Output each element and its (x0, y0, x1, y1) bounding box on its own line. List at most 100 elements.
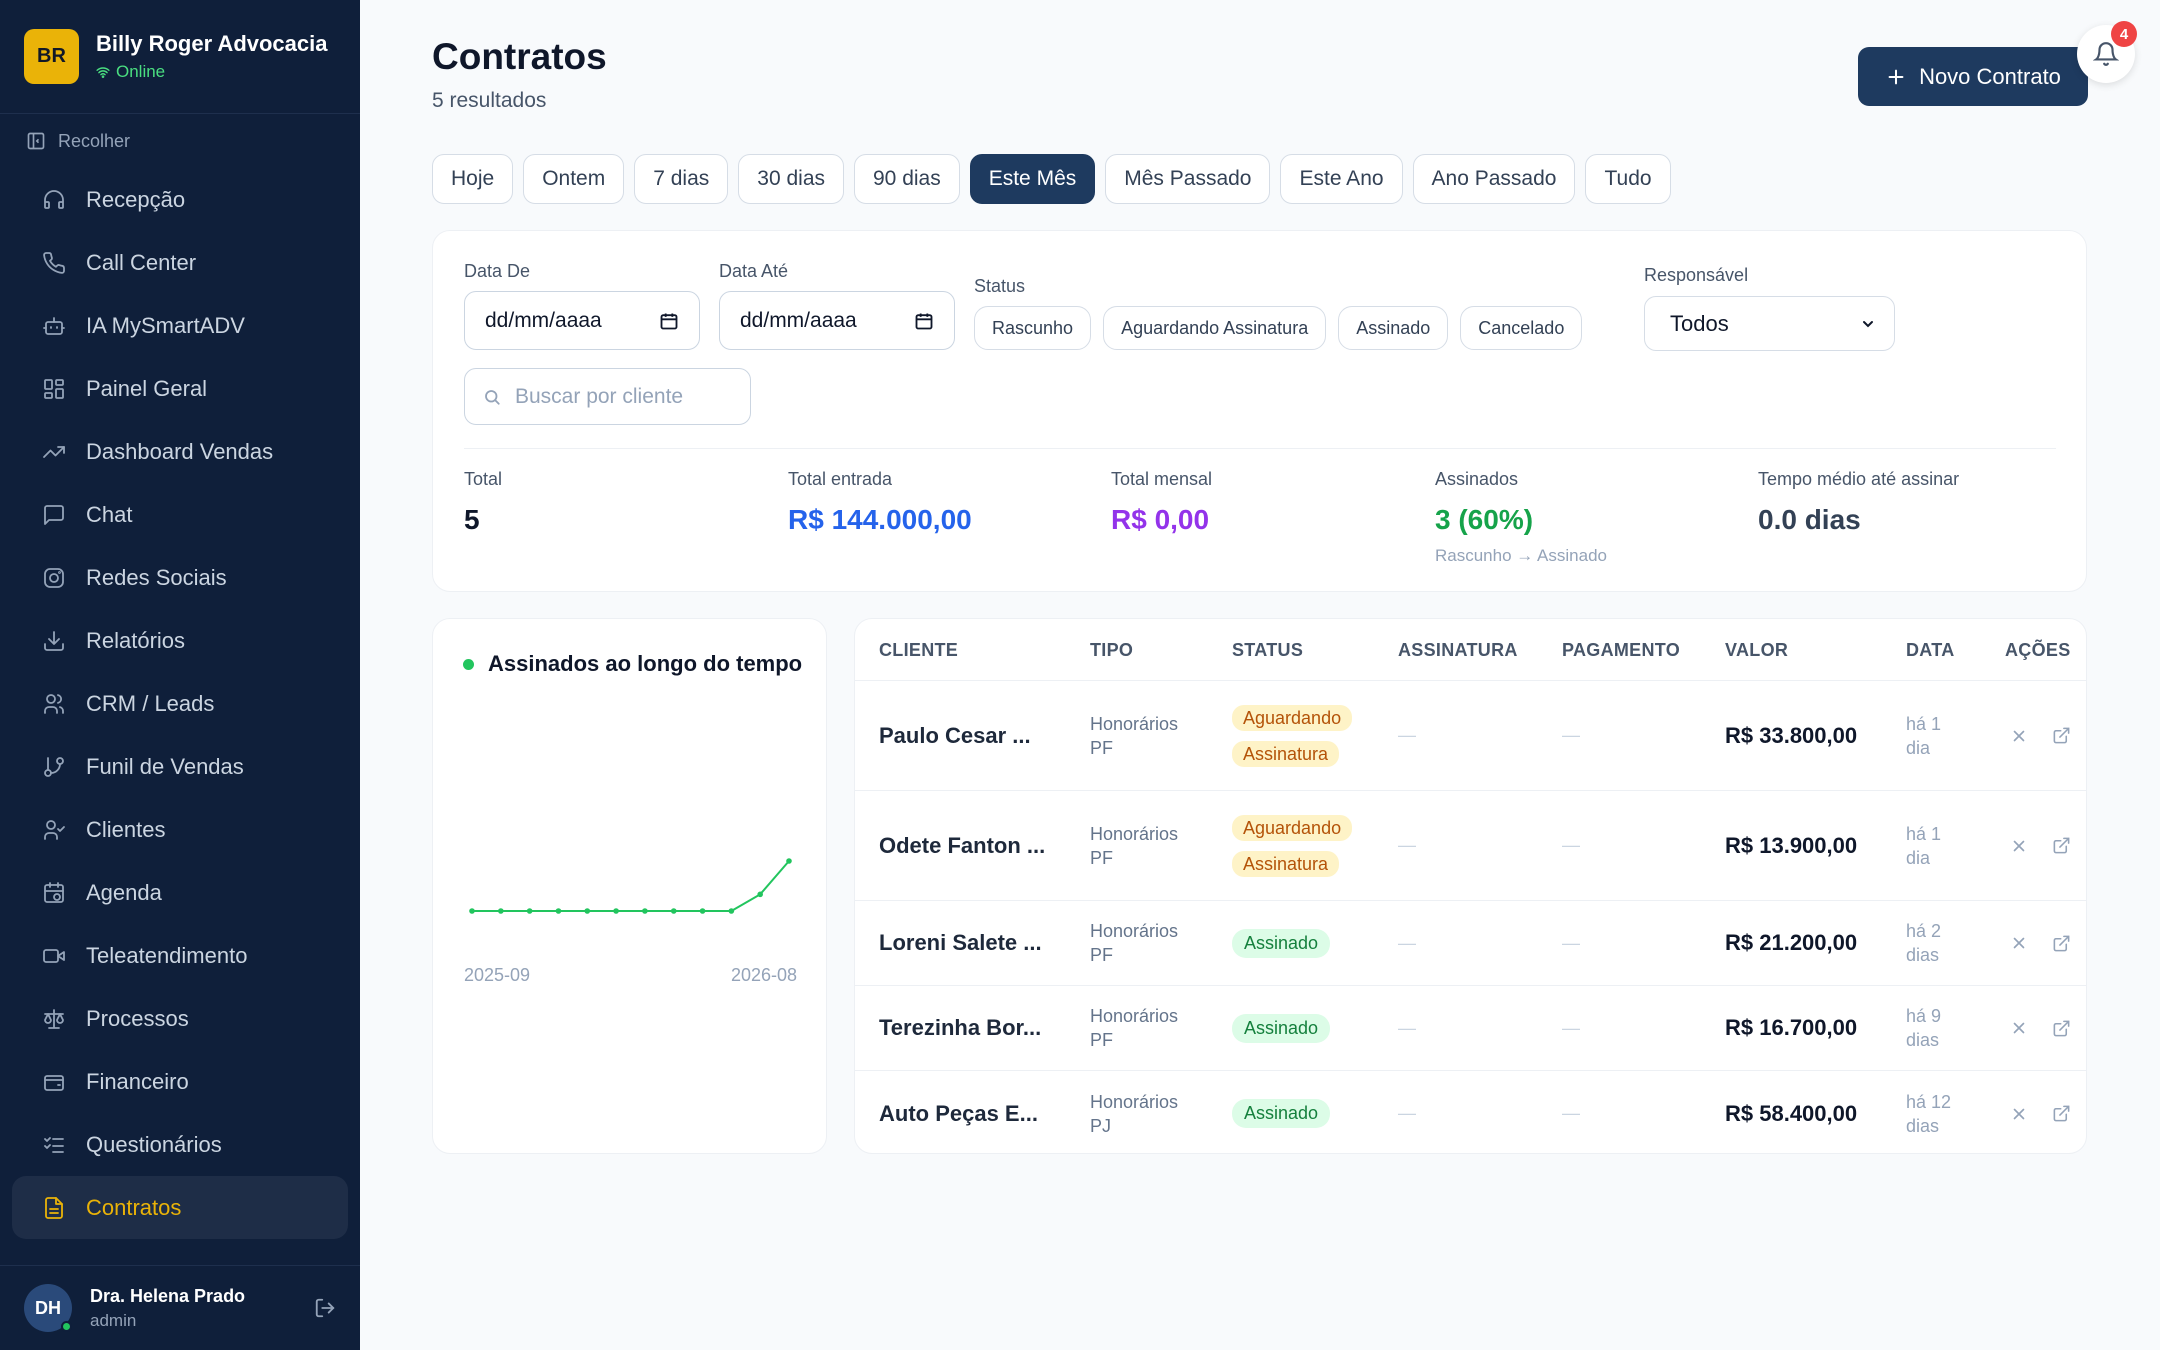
user-check-icon (44, 819, 65, 840)
sidebar-item-agenda[interactable]: Agenda (12, 861, 348, 924)
sidebar-item-label: Contratos (86, 1194, 182, 1220)
sidebar-item-painel-geral[interactable]: Painel Geral (12, 357, 348, 420)
period-button[interactable]: Mês Passado (1105, 154, 1271, 204)
cancel-button[interactable] (2010, 791, 2028, 900)
signature-value: — (1398, 725, 1416, 745)
sidebar-item-recepcao[interactable]: Recepção (12, 168, 348, 231)
video-icon (43, 948, 65, 963)
chart-point (613, 908, 619, 914)
sidebar-item-contratos[interactable]: Contratos (12, 1176, 348, 1239)
open-button[interactable] (2052, 901, 2071, 985)
cancel-button[interactable] (2010, 986, 2028, 1070)
column-header: VALOR (1725, 639, 1789, 660)
period-button[interactable]: 30 dias (738, 154, 844, 204)
signature-value: — (1398, 1103, 1416, 1123)
table-row[interactable]: Paulo Cesar ... Honorários PF Aguardando A… (855, 681, 2086, 791)
sidebar-item-call-center[interactable]: Call Center (12, 231, 348, 294)
sidebar-item-label: Relatórios (86, 627, 186, 653)
payment-value: — (1562, 932, 1580, 953)
cancel-button[interactable] (2010, 681, 2028, 790)
sidebar-item-label: Funil de Vendas (86, 753, 244, 779)
sidebar-item-funil-de-vendas[interactable]: Funil de Vendas (12, 735, 348, 798)
calendar-icon[interactable] (659, 311, 679, 331)
x-axis-end-label: 2026-08 (731, 965, 797, 985)
status-chip[interactable]: Assinado (1338, 306, 1449, 350)
sidebar-item-clientes[interactable]: Clientes (12, 798, 348, 861)
grid-icon (44, 378, 64, 399)
open-button[interactable] (2052, 986, 2071, 1070)
chart-point (584, 908, 591, 914)
period-button[interactable]: 90 dias (854, 154, 960, 204)
new-contract-button[interactable]: Novo Contrato (1858, 47, 2088, 106)
sidebar-item-processos[interactable]: Processos (12, 987, 348, 1050)
search-input[interactable]: Buscar por cliente (464, 368, 751, 425)
file-text-icon (45, 1196, 63, 1219)
table-row[interactable]: Auto Peças E... Honorários PJ Assinado — — R$… (855, 1071, 2086, 1153)
signed-line-chart: 2025-09 2026-08 (464, 858, 797, 985)
period-button[interactable]: Este Ano (1280, 154, 1403, 204)
list-checks-icon (44, 1136, 64, 1153)
chat-icon (44, 504, 64, 525)
responsavel-select[interactable]: Todos (1644, 296, 1895, 351)
date-to-input[interactable]: dd/mm/aaaa (719, 291, 955, 350)
period-button[interactable]: Tudo (1585, 154, 1671, 204)
sidebar-item-teleatendimento[interactable]: Teleatendimento (12, 924, 348, 987)
period-button[interactable]: 7 dias (634, 154, 729, 204)
stat-mensal-value: R$ 0,00 (1111, 504, 1210, 535)
client-name[interactable]: Loreni Salete ... (879, 930, 1042, 955)
close-icon (2013, 1022, 2025, 1034)
calendar-icon[interactable] (914, 311, 934, 331)
client-name[interactable]: Auto Peças E... (879, 1100, 1038, 1126)
table-row[interactable]: Odete Fanton ... Honorários PF Aguardando … (855, 791, 2086, 901)
client-name[interactable]: Terezinha Bor... (879, 1015, 1042, 1040)
sidebar-item-financeiro[interactable]: Financeiro (12, 1050, 348, 1113)
table-row[interactable]: Loreni Salete ... Honorários PF Assinado — —… (855, 901, 2086, 986)
sidebar-item-dashboard-vendas[interactable]: Dashboard Vendas (12, 420, 348, 483)
client-name[interactable]: Odete Fanton ... (879, 832, 1046, 858)
contract-type: Honorários PF (1090, 1006, 1179, 1050)
date-from-label: Data De (464, 261, 531, 281)
status-chip[interactable]: Rascunho (974, 306, 1092, 350)
plus-icon (1888, 69, 1904, 84)
client-name[interactable]: Paulo Cesar ... (879, 722, 1031, 748)
period-button[interactable]: Ano Passado (1412, 154, 1576, 204)
collapse-sidebar-button[interactable]: Recolher (0, 116, 360, 166)
date-to-placeholder: dd/mm/aaaa (740, 308, 857, 332)
headset-icon (44, 189, 64, 209)
sidebar-item-label: Redes Sociais (86, 564, 227, 590)
open-button[interactable] (2052, 681, 2071, 790)
sidebar-item-redes-sociais[interactable]: Redes Sociais (12, 546, 348, 609)
open-button[interactable] (2052, 791, 2071, 900)
contract-type: Honorários PF (1090, 713, 1179, 758)
avatar[interactable]: DH (24, 1284, 72, 1332)
status-chip[interactable]: Aguardando Assinatura (1103, 306, 1327, 350)
sidebar-item-relatorios[interactable]: Relatórios (12, 609, 348, 672)
table-row[interactable]: Terezinha Bor... Honorários PF Assinado — — R… (855, 986, 2086, 1071)
sidebar-item-chat[interactable]: Chat (12, 483, 348, 546)
payment-value: — (1562, 725, 1580, 745)
contract-value: R$ 13.900,00 (1725, 832, 1858, 858)
open-button[interactable] (2052, 1071, 2071, 1153)
date-from-input[interactable]: dd/mm/aaaa (464, 291, 700, 350)
status-chips: Rascunho Aguardando Assinatura Assinado Can… (974, 306, 1583, 350)
sidebar-item-crm-leads[interactable]: CRM / Leads (12, 672, 348, 735)
logout-icon[interactable] (314, 1297, 336, 1319)
period-button[interactable]: Este Mês (969, 154, 1096, 204)
sidebar-item-ia-mysmartadv[interactable]: IA MySmartADV (12, 294, 348, 357)
column-header: TIPO (1090, 639, 1134, 660)
calendar-clock-icon (44, 881, 64, 903)
cancel-button[interactable] (2010, 1071, 2028, 1153)
period-button[interactable]: Ontem (523, 154, 625, 204)
chart-point (757, 891, 763, 898)
status-chip[interactable]: Cancelado (1460, 306, 1583, 350)
status-badge: Assinado (1232, 1099, 1331, 1128)
online-status-label: Online (116, 62, 166, 81)
period-button[interactable]: Hoje (432, 154, 514, 204)
sidebar-item-label: CRM / Leads (86, 690, 215, 716)
notifications-button[interactable]: 4 (2077, 21, 2137, 83)
sidebar-item-categorias-sac[interactable]: Categorias SAC (12, 1239, 348, 1259)
status-label: Status (974, 276, 1026, 296)
sidebar-item-label: Call Center (86, 249, 197, 275)
cancel-button[interactable] (2010, 901, 2028, 985)
sidebar-item-questionarios[interactable]: Questionários (12, 1113, 348, 1176)
